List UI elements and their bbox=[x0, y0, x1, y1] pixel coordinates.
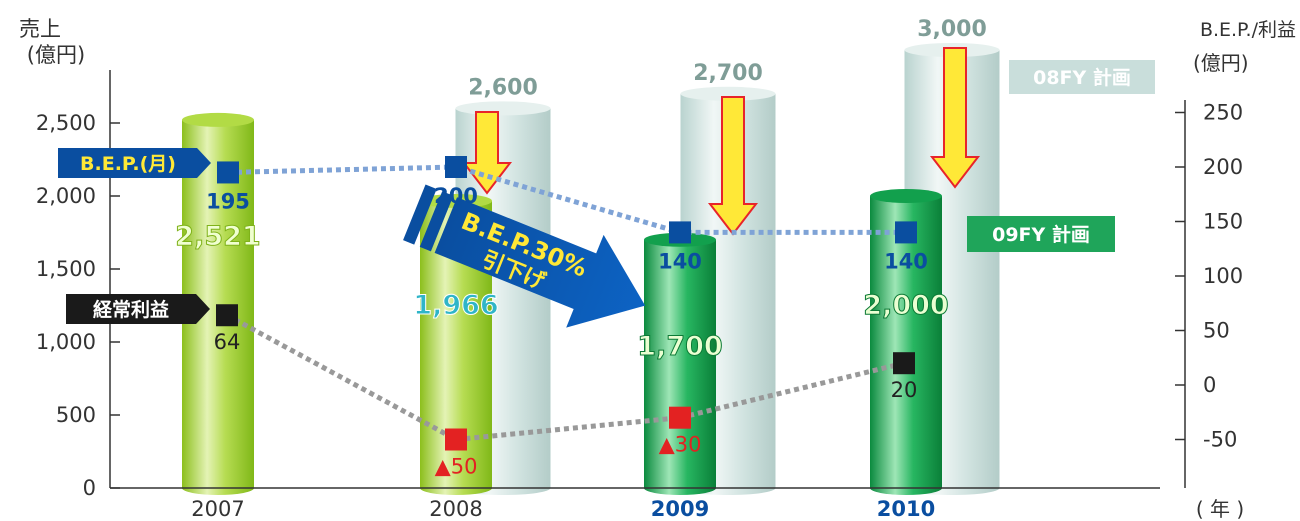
sales-value-label-2009: 1,700 bbox=[637, 331, 722, 362]
profit-value-label-2009: ▲30 bbox=[659, 433, 702, 457]
left-tick-label-2500: 2,500 bbox=[36, 111, 96, 135]
right-axis-title-1: B.E.P./利益 bbox=[1200, 19, 1296, 41]
x-tick-label-2007: 2007 bbox=[191, 497, 244, 521]
legend-08fy-plan: 08FY 計画 bbox=[1009, 60, 1155, 94]
legend-09fy-plan-bg bbox=[967, 216, 1115, 252]
bep-value-label-2007: 195 bbox=[206, 189, 250, 213]
bep-arrow-body bbox=[434, 197, 646, 328]
right-tick-label-250: 250 bbox=[1203, 101, 1243, 125]
right-tick-label--50: -50 bbox=[1203, 428, 1237, 452]
bep-value-label-2008: 200 bbox=[434, 184, 478, 208]
axes-group bbox=[109, 70, 1186, 489]
left-axis-title-1: 売上 bbox=[19, 17, 61, 41]
plan-bar-2008-top bbox=[455, 101, 551, 116]
profit-line bbox=[225, 313, 905, 443]
bep-marker-2009 bbox=[669, 221, 691, 244]
down-arrow-2009 bbox=[707, 96, 759, 236]
bep-marker-2008 bbox=[445, 156, 467, 178]
plan-value-label-2010: 3,000 bbox=[917, 17, 987, 42]
profit-value-label-2010: 20 bbox=[891, 378, 918, 402]
profit-marker-2009 bbox=[669, 406, 691, 429]
left-tick-label-0: 0 bbox=[83, 476, 96, 500]
right-tick-label-50: 50 bbox=[1203, 319, 1230, 343]
left-tick-label-1500: 1,500 bbox=[36, 257, 96, 281]
x-axis-title: ( 年 ) bbox=[1196, 497, 1244, 521]
legend-08fy-plan-bg bbox=[1009, 60, 1155, 94]
bep-arrow-stripe-2 bbox=[419, 191, 454, 252]
legend-bep: B.E.P.(月) bbox=[58, 148, 211, 178]
right-axis-title-2: (億円) bbox=[1193, 51, 1249, 75]
left-tick-label-2000: 2,000 bbox=[36, 184, 96, 208]
sales-bar-2010-body bbox=[870, 196, 942, 488]
legend-09fy-plan: 09FY 計画 bbox=[967, 216, 1115, 252]
sales-bar-2009-body bbox=[644, 239, 716, 488]
profit-value-label-2008: ▲50 bbox=[435, 455, 478, 479]
bep-marker-2007 bbox=[217, 161, 239, 184]
down-arrows-group bbox=[461, 47, 981, 236]
profit-value-label-2007: 64 bbox=[214, 330, 241, 354]
profit-marker-2007 bbox=[216, 304, 238, 327]
x-tick-label-2010: 2010 bbox=[877, 497, 935, 521]
left-axis-title-2: (億円) bbox=[27, 43, 85, 67]
x-tick-label-2008: 2008 bbox=[429, 497, 482, 521]
bep-value-label-2010: 140 bbox=[884, 249, 928, 273]
legend-bep-text: B.E.P.(月) bbox=[80, 153, 176, 175]
sales-bar-2010-top bbox=[870, 189, 942, 203]
bep-line bbox=[227, 164, 906, 235]
lines-group bbox=[216, 156, 917, 451]
x-tick-label-2009: 2009 bbox=[651, 497, 709, 521]
right-tick-label-0: 0 bbox=[1203, 373, 1216, 397]
right-tick-label-150: 150 bbox=[1203, 210, 1243, 234]
left-tick-label-500: 500 bbox=[56, 403, 96, 427]
profit-marker-2008 bbox=[445, 428, 467, 451]
plan-bar-2009-top bbox=[680, 86, 776, 101]
legend-bep-bg bbox=[58, 148, 211, 178]
sales-value-label-2007: 2,521 bbox=[175, 221, 260, 252]
right-tick-label-200: 200 bbox=[1203, 155, 1243, 179]
sales-bar-2007-top bbox=[182, 112, 254, 127]
sales-value-label-2008: 1,966 bbox=[413, 290, 498, 321]
sales-value-label-2010: 2,000 bbox=[863, 290, 948, 321]
bep-value-label-2009: 140 bbox=[658, 249, 702, 273]
plan-value-label-2009: 2,700 bbox=[693, 61, 763, 86]
sales-bar-2010 bbox=[870, 189, 942, 495]
down-arrow-2010 bbox=[929, 47, 981, 189]
labels-group: 2,600 2,700 3,000 2,521 1,966 1,700 2,000 195 20… bbox=[19, 17, 1296, 521]
legend-09fy-plan-text: 09FY 計画 bbox=[992, 223, 1090, 246]
legend-08fy-plan-text: 08FY 計画 bbox=[1033, 66, 1131, 89]
legend-profit-bg bbox=[66, 294, 210, 324]
legend-profit: 経常利益 bbox=[66, 294, 210, 324]
bep-arrow-stripe-1 bbox=[403, 184, 437, 245]
right-tick-label-100: 100 bbox=[1203, 264, 1243, 288]
left-tick-label-1000: 1,000 bbox=[36, 330, 96, 354]
legend-profit-text: 経常利益 bbox=[93, 298, 169, 321]
profit-marker-2010 bbox=[893, 352, 915, 375]
bep-marker-2010 bbox=[895, 221, 917, 244]
plan-value-label-2008: 2,600 bbox=[468, 75, 538, 100]
